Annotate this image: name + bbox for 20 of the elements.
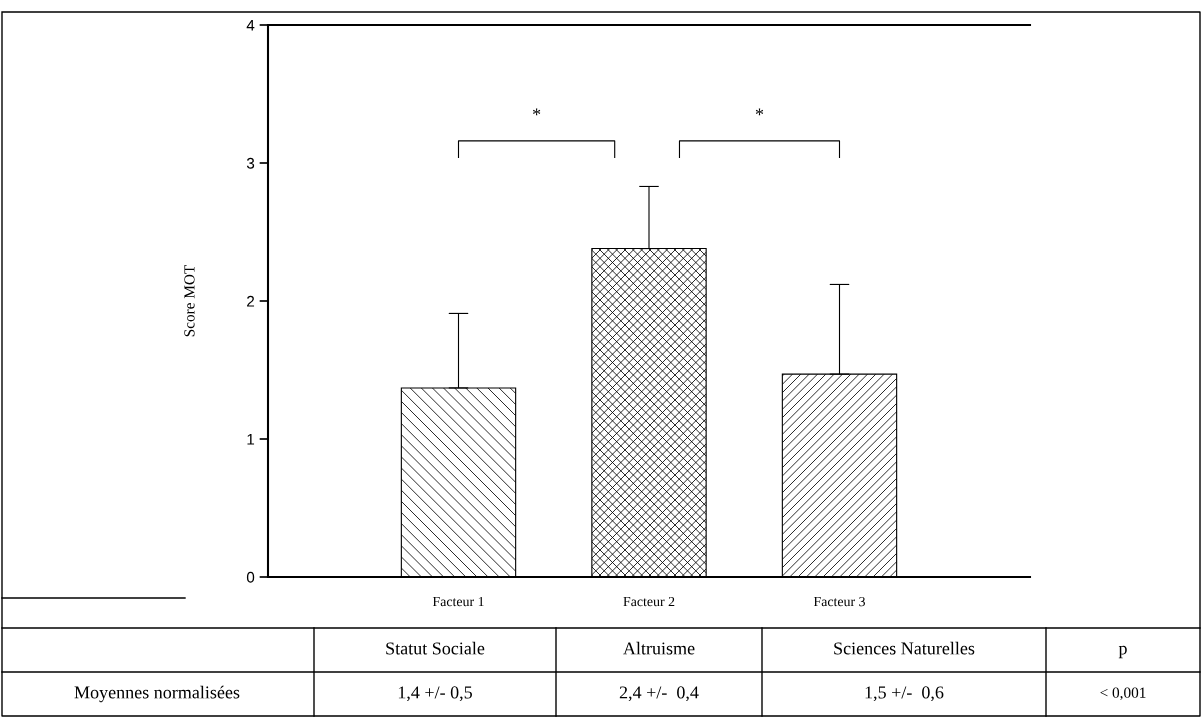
- x-tick-label: Facteur 2: [623, 596, 675, 607]
- x-tick-label: Facteur 1: [432, 596, 484, 607]
- text: 1,4 +/- 0,5: [398, 686, 472, 702]
- x-tick-label: Facteur 3: [813, 596, 865, 607]
- text: 2,4 +/- 0,4: [619, 686, 699, 702]
- y-tick-label: 0: [246, 571, 255, 583]
- y-tick-label: 4: [246, 20, 255, 31]
- annotation: *: [755, 108, 764, 116]
- text: Moyennes normalisées: [74, 685, 240, 703]
- text: < 0,001: [1100, 687, 1146, 701]
- text: Statut Sociale: [386, 641, 485, 655]
- y-tick-label: 2: [247, 295, 255, 307]
- text: Sciences Naturelles: [834, 641, 975, 655]
- text: 1,5 +/- 0,6: [865, 686, 944, 702]
- text: p: [1118, 645, 1127, 659]
- y-tick-label: 3: [246, 157, 255, 169]
- annotation: *: [532, 108, 541, 116]
- text: Altruisme: [623, 641, 695, 655]
- y-axis-title: Score MOT: [184, 264, 195, 337]
- y-tick-label: 1: [247, 434, 255, 445]
